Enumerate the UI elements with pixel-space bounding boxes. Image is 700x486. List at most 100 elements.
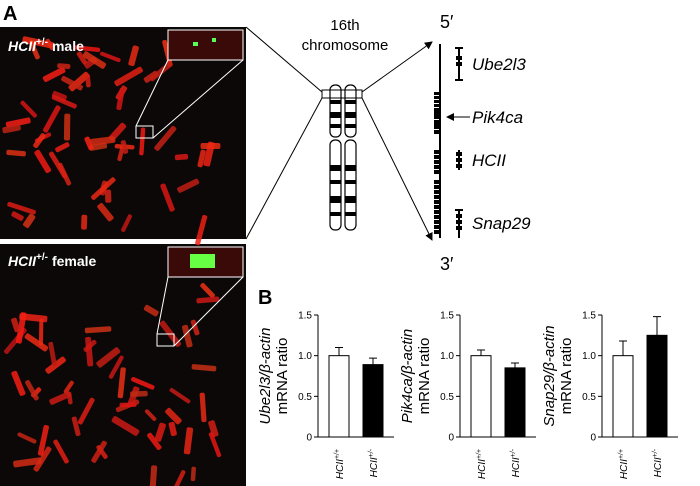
bar xyxy=(362,364,384,438)
y-axis-label: Pik4ca/β-actin xyxy=(399,329,416,423)
y-tick-label: 0 xyxy=(448,433,454,444)
chromosome xyxy=(168,421,177,437)
y-tick-label: 0.5 xyxy=(298,392,312,403)
chromosome xyxy=(143,304,159,317)
chromosome xyxy=(195,214,208,246)
y-axis-label: mRNA ratio xyxy=(416,338,433,415)
y-tick-label: 0.5 xyxy=(440,392,454,403)
chromosome xyxy=(200,282,215,298)
chromosome xyxy=(144,409,157,421)
marker xyxy=(434,108,439,111)
chromosome xyxy=(57,63,71,70)
marker xyxy=(434,150,439,154)
zoom-line xyxy=(135,59,169,127)
bar xyxy=(612,355,634,438)
bar xyxy=(646,334,668,438)
chromosome xyxy=(91,440,107,463)
chromosome xyxy=(120,140,129,154)
chromosome xyxy=(25,380,39,401)
chromosome xyxy=(76,51,88,65)
chromosome xyxy=(139,127,146,156)
map-markers xyxy=(434,56,462,234)
marker xyxy=(434,160,439,164)
chromosome-label: 16th xyxy=(330,17,359,34)
marker xyxy=(434,225,439,229)
genotype: +/- xyxy=(36,252,48,263)
y-tick-label: 0.5 xyxy=(582,392,596,403)
chromosome xyxy=(11,211,24,221)
chromosome xyxy=(53,439,69,464)
chromosome xyxy=(67,391,73,405)
marker xyxy=(434,120,439,123)
gene-label: HCII xyxy=(472,151,506,170)
marker xyxy=(434,130,439,134)
gene-bars xyxy=(455,47,463,238)
chromosome xyxy=(42,105,61,133)
chromosome xyxy=(191,364,217,372)
chromosome xyxy=(117,367,126,399)
chromosome xyxy=(149,61,173,82)
marker xyxy=(434,200,439,204)
gene: HCII xyxy=(8,38,37,54)
chromosome xyxy=(84,136,94,151)
chromosome xyxy=(177,178,200,193)
micrograph-female xyxy=(0,244,246,486)
zoom-line xyxy=(152,59,244,139)
marker xyxy=(434,92,439,95)
marker xyxy=(434,180,439,184)
zoom-line xyxy=(156,276,169,335)
chromosome xyxy=(81,214,88,230)
x-tick-label: HCII+/+ xyxy=(334,449,346,479)
chromosome xyxy=(5,117,31,128)
chromosome xyxy=(55,142,70,153)
chromosome xyxy=(116,87,125,111)
chromosome xyxy=(131,376,155,390)
chromosome xyxy=(13,457,42,468)
chromosome xyxy=(197,149,206,168)
gene: HCII xyxy=(8,253,37,269)
y-axis-label: mRNA ratio xyxy=(558,338,575,415)
chromosome xyxy=(114,66,143,87)
chromosome xyxy=(128,45,139,67)
chromosome xyxy=(196,296,220,304)
chromosome xyxy=(208,432,222,458)
chromosome xyxy=(165,407,182,425)
chromosome xyxy=(160,183,175,212)
chromosome xyxy=(7,201,36,215)
marker xyxy=(434,116,439,119)
marker xyxy=(434,185,439,189)
chromosome xyxy=(51,95,77,109)
chromosome xyxy=(63,380,74,394)
y-tick-label: 1.5 xyxy=(298,311,312,322)
chromosome xyxy=(100,51,121,63)
zoom-box xyxy=(135,125,154,139)
chromosome xyxy=(11,370,26,396)
chromosome xyxy=(97,203,114,222)
chromosome xyxy=(130,390,148,397)
chromosome xyxy=(77,397,95,425)
zoom-box xyxy=(156,333,175,347)
chromosome xyxy=(73,45,101,52)
chromosome xyxy=(181,324,193,348)
chromosome xyxy=(17,432,37,444)
chromosome xyxy=(190,319,200,336)
chromosome-spread xyxy=(2,36,222,486)
y-tick-label: 1.0 xyxy=(582,351,596,362)
chromosome xyxy=(149,465,158,486)
y-tick-label: 1.0 xyxy=(298,351,312,362)
chromosome xyxy=(147,432,162,451)
end-label: 5′ xyxy=(440,12,454,32)
y-tick-label: 1.5 xyxy=(582,311,596,322)
chromosome xyxy=(154,422,166,442)
chromosome xyxy=(38,318,44,346)
inset-male xyxy=(167,29,244,61)
chromosome xyxy=(108,355,124,379)
chromosome xyxy=(183,427,194,455)
chromosome xyxy=(23,213,36,228)
bar xyxy=(328,355,350,438)
marker xyxy=(434,190,439,194)
signal xyxy=(193,42,198,46)
chromosome-label: chromosome xyxy=(302,37,389,54)
chromosome xyxy=(208,420,219,438)
